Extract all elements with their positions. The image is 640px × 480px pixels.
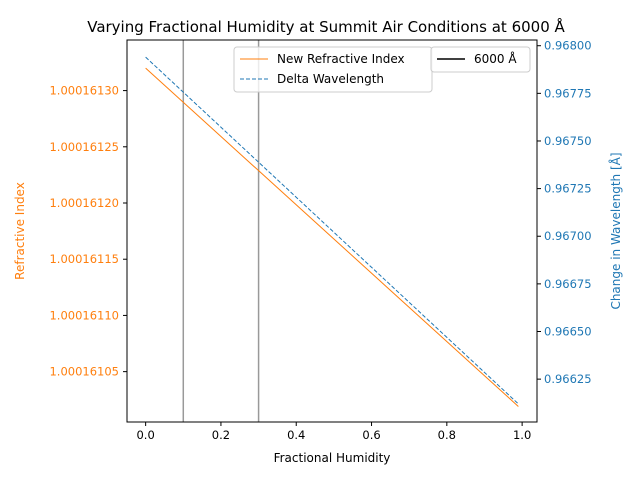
legend-label-6000: 6000 Å — [474, 51, 517, 66]
y-right-tick-label-2: 0.96675 — [544, 277, 592, 291]
x-tick-label-3: 0.6 — [362, 428, 380, 442]
x-tick-label-1: 0.2 — [212, 428, 230, 442]
y-left-tick-label-2: 1.00016115 — [49, 252, 119, 266]
y-axis-right-ticks: 0.96625 0.96650 0.96675 0.96700 0.96725 0.967… — [537, 39, 592, 386]
legend-primary: New Refractive Index Delta Wavelength — [233, 46, 433, 93]
legend-label-refractive-index: New Refractive Index — [277, 52, 405, 66]
x-tick-label-2: 0.4 — [287, 428, 305, 442]
x-tick-label-5: 1.0 — [513, 428, 531, 442]
y-right-tick-label-3: 0.96700 — [544, 229, 592, 243]
y-right-tick-label-1: 0.96650 — [544, 325, 592, 339]
y-axis-left-label: Refractive Index — [13, 182, 27, 280]
series-line-0 — [145, 67, 519, 407]
legend-secondary-box — [430, 46, 531, 73]
legend-secondary: 6000 Å — [430, 46, 531, 73]
y-right-tick-label-0: 0.96625 — [544, 372, 592, 386]
chart-title: Varying Fractional Humidity at Summit Ai… — [87, 17, 565, 36]
y-left-tick-label-5: 1.00016130 — [49, 84, 119, 98]
y-left-tick-label-1: 1.00016110 — [49, 308, 119, 322]
y-axis-right-label: Change in Wavelength [Å] — [608, 152, 623, 309]
y-left-tick-label-0: 1.00016105 — [49, 365, 119, 379]
x-tick-label-0: 0.0 — [136, 428, 154, 442]
y-right-tick-label-4: 0.96725 — [544, 182, 592, 196]
y-left-tick-label-4: 1.00016125 — [49, 140, 119, 154]
series-line-1 — [145, 56, 519, 405]
plot-frame — [126, 39, 538, 423]
y-axis-left-ticks: 1.00016105 1.00016110 1.00016115 1.00016120… — [49, 84, 127, 379]
x-axis-label: Fractional Humidity — [274, 451, 391, 465]
legend-label-delta-wavelength: Delta Wavelength — [277, 72, 384, 86]
x-tick-label-4: 0.8 — [438, 428, 456, 442]
y-right-tick-label-7: 0.96800 — [544, 39, 592, 53]
y-right-tick-label-5: 0.96750 — [544, 134, 592, 148]
y-left-tick-label-3: 1.00016120 — [49, 196, 119, 210]
plot-area — [145, 40, 519, 422]
x-axis-ticks: 0.0 0.2 0.4 0.6 0.8 1.0 — [136, 422, 531, 442]
y-right-tick-label-6: 0.96775 — [544, 86, 592, 100]
